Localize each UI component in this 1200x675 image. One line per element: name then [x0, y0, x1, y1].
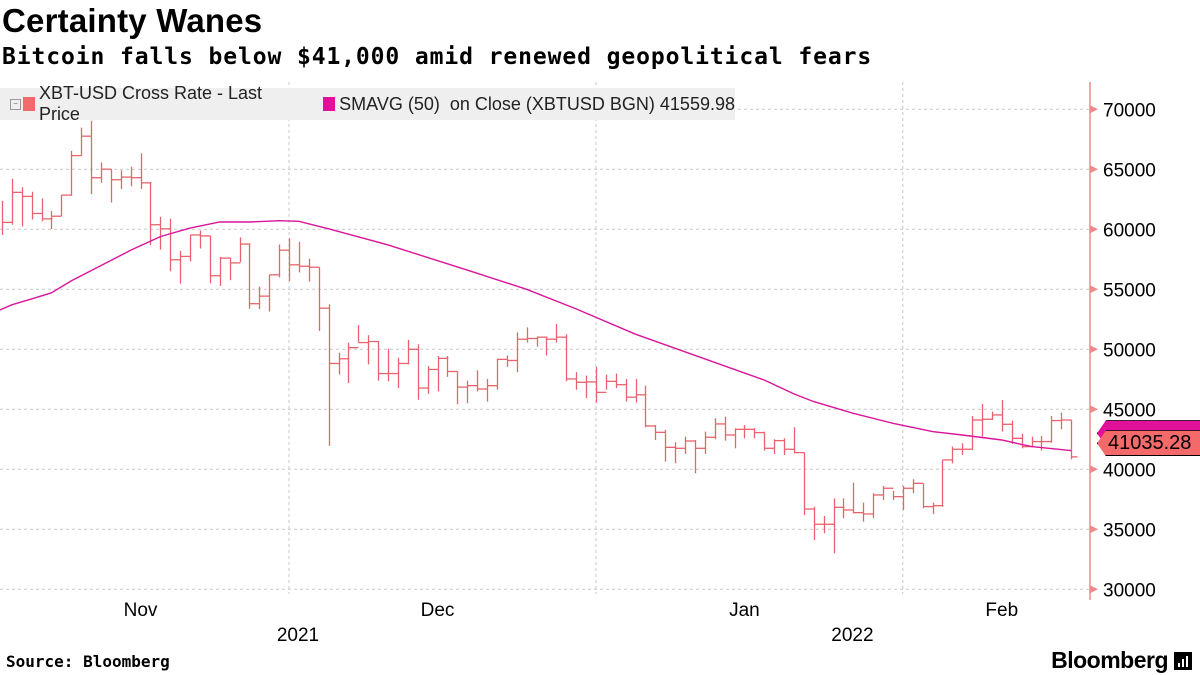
- y-tick-mark: [1090, 585, 1098, 594]
- y-tick-label: 45000: [1103, 400, 1156, 421]
- y-tick-mark: [1090, 105, 1098, 114]
- sma-line-group: [0, 219, 1072, 452]
- y-tick-label: 70000: [1103, 100, 1156, 121]
- y-tick-mark: [1090, 345, 1098, 354]
- x-year-label: 2021: [277, 625, 319, 646]
- y-tick-label: 50000: [1103, 340, 1156, 361]
- x-month-label: Feb: [985, 600, 1018, 621]
- bloomberg-logo: Bloomberg: [1051, 647, 1192, 674]
- sma-line: [0, 219, 1072, 452]
- bar-chart-icon: [1174, 651, 1192, 670]
- y-tick-label: 60000: [1103, 220, 1156, 241]
- y-tick-mark: [1090, 525, 1098, 534]
- logo-text: Bloomberg: [1051, 647, 1168, 673]
- x-year-label: 2022: [831, 625, 873, 646]
- legend-swatch-price: [22, 97, 35, 111]
- chart-subtitle: Bitcoin falls below $41,000 amid renewed…: [2, 44, 873, 70]
- last-price-tag: 41035.28: [1097, 430, 1200, 457]
- y-tick-label: 65000: [1103, 160, 1156, 181]
- x-axis: Nov Dec Jan Feb 2021 2022: [124, 600, 1019, 646]
- price-bars: [1, 120, 1078, 554]
- x-month-label: Jan: [729, 600, 760, 621]
- collapse-icon[interactable]: −: [10, 98, 21, 110]
- y-tick-label: 35000: [1103, 520, 1156, 541]
- x-month-label: Nov: [124, 600, 158, 621]
- legend-label-sma: SMAVG (50) on Close (XBTUSD BGN) 41559.9…: [339, 93, 735, 114]
- y-tick-mark: [1090, 285, 1098, 294]
- chart-title: Certainty Wanes: [2, 2, 263, 39]
- y-tick-mark: [1090, 405, 1098, 414]
- source-note: Source: Bloomberg: [6, 652, 170, 671]
- gridlines: [0, 82, 1090, 594]
- y-tick-mark: [1090, 465, 1098, 474]
- x-month-label: Dec: [421, 600, 455, 621]
- y-tick-label: 55000: [1103, 280, 1156, 301]
- y-tick-label: 30000: [1103, 580, 1156, 601]
- y-tick-mark: [1090, 225, 1098, 234]
- legend: − XBT-USD Cross Rate - Last Price SMAVG …: [0, 83, 735, 124]
- y-axis: 30000 35000 40000 45000 50000 55000 60000 65000…: [1089, 82, 1156, 601]
- legend-label-price: XBT-USD Cross Rate - Last Price: [38, 83, 262, 124]
- y-tick-mark: [1090, 165, 1098, 174]
- y-tick-label: 40000: [1103, 460, 1156, 481]
- legend-swatch-sma: [323, 97, 336, 111]
